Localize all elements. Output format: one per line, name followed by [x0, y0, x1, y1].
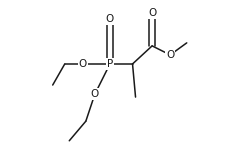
Text: O: O: [148, 8, 156, 18]
Text: O: O: [79, 59, 87, 69]
Text: O: O: [166, 50, 174, 60]
Text: P: P: [107, 59, 113, 69]
Text: O: O: [106, 14, 114, 24]
Text: O: O: [91, 89, 99, 99]
